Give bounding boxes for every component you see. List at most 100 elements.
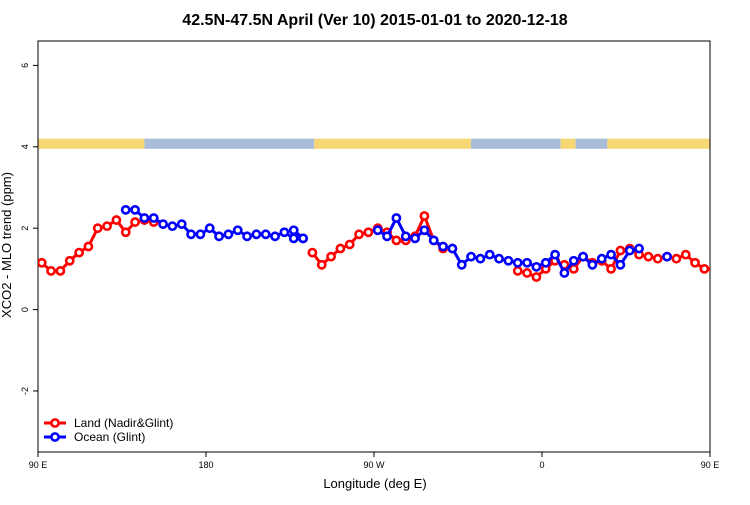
data-point	[680, 249, 691, 260]
data-point	[363, 227, 374, 238]
x-axis-label: Longitude (deg E)	[323, 476, 426, 491]
data-point	[512, 266, 523, 276]
data-point	[419, 211, 430, 221]
data-point	[475, 253, 486, 264]
surface-band-land-0	[38, 138, 145, 149]
surface-band-land-4	[560, 138, 576, 149]
data-point	[531, 261, 542, 272]
data-point	[46, 266, 56, 276]
data-point	[214, 231, 224, 242]
x-tick-label: 0	[539, 460, 544, 470]
x-tick-label: 90 W	[363, 460, 385, 470]
data-point	[270, 231, 280, 242]
surface-band-land-2	[314, 138, 472, 149]
data-point	[466, 251, 476, 262]
data-point	[251, 229, 262, 240]
y-tick-label: 0	[20, 307, 30, 312]
data-point	[719, 257, 726, 264]
data-point	[372, 225, 383, 236]
data-point	[391, 235, 402, 246]
data-point	[232, 225, 243, 236]
data-point	[540, 257, 551, 268]
data-point	[130, 204, 140, 215]
data-point	[176, 219, 187, 230]
data-point	[550, 249, 560, 260]
data-point	[596, 253, 607, 264]
data-point	[428, 235, 439, 246]
data-point	[652, 253, 663, 264]
data-point	[690, 257, 700, 268]
surface-band	[38, 138, 710, 149]
data-point	[634, 243, 644, 254]
data-point	[64, 255, 75, 266]
data-point	[587, 259, 598, 270]
surface-band-ocean-3	[471, 138, 561, 149]
data-point	[419, 225, 430, 236]
data-point	[55, 266, 66, 276]
data-point	[120, 227, 131, 238]
data-point	[456, 259, 467, 270]
data-point	[298, 233, 308, 244]
data-point	[242, 231, 252, 242]
data-point	[326, 251, 336, 262]
data-point	[120, 204, 131, 215]
data-point	[102, 221, 112, 232]
data-point	[354, 229, 364, 240]
legend: Land (Nadir&Glint)Ocean (Glint)	[44, 416, 173, 444]
x-tick-label: 180	[198, 460, 213, 470]
x-tick-label: 90 E	[29, 460, 48, 470]
data-point	[74, 247, 84, 258]
data-point	[279, 227, 290, 238]
data-point	[438, 241, 448, 252]
legend-label: Land (Nadir&Glint)	[74, 416, 173, 430]
data-point	[335, 243, 346, 254]
data-point	[288, 225, 299, 236]
data-point	[615, 259, 626, 270]
legend-marker	[50, 418, 60, 428]
data-point	[578, 251, 588, 262]
data-point	[111, 215, 122, 225]
chart-title: 42.5N-47.5N April (Ver 10) 2015-01-01 to…	[182, 12, 568, 29]
y-tick-label: 2	[20, 226, 30, 231]
data-point	[662, 251, 672, 262]
data-point	[223, 229, 234, 240]
data-point	[568, 255, 579, 266]
data-point	[139, 213, 150, 223]
data-point	[260, 229, 271, 240]
data-point	[288, 233, 299, 244]
data-point	[559, 268, 570, 278]
data-point	[522, 268, 532, 278]
plot-frame	[37, 40, 711, 453]
data-point	[606, 263, 616, 274]
y-axis-label: XCO2 - MLO trend (ppm)	[0, 172, 14, 318]
data-point	[167, 221, 178, 232]
axis-ticks: 90 E 180 90 W 0 90 E -2 0 2 4 6	[20, 63, 719, 470]
data-point	[400, 231, 411, 242]
legend-marker	[50, 432, 60, 442]
data-point	[522, 257, 532, 268]
data-point	[195, 229, 206, 240]
data-point	[130, 217, 140, 227]
series-1	[120, 204, 672, 278]
data-point	[382, 231, 392, 242]
data-point	[484, 249, 495, 260]
x-tick-label: 90 E	[701, 460, 720, 470]
series-layer	[38, 204, 745, 282]
data-point	[729, 251, 736, 258]
data-point	[494, 253, 504, 264]
y-tick-label: 4	[20, 144, 30, 149]
data-point	[83, 241, 94, 252]
data-point	[158, 219, 168, 230]
y-tick-label: 6	[20, 63, 30, 68]
data-point	[738, 243, 745, 250]
data-point	[643, 251, 654, 262]
data-point	[92, 223, 103, 234]
data-point	[391, 213, 402, 223]
data-point	[606, 249, 616, 260]
data-point	[316, 259, 327, 270]
data-point	[204, 223, 215, 234]
legend-label: Ocean (Glint)	[74, 430, 145, 444]
data-point	[615, 245, 626, 256]
